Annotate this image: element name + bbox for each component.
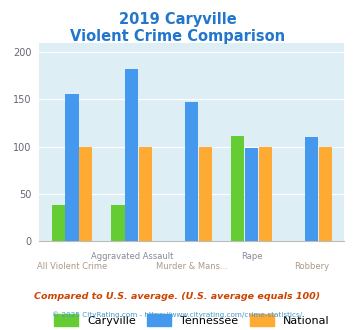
Bar [245, 148, 258, 241]
Bar [111, 205, 125, 241]
Text: Aggravated Assault: Aggravated Assault [91, 252, 173, 261]
Bar [51, 205, 65, 241]
Bar [259, 147, 272, 241]
Text: 2019 Caryville: 2019 Caryville [119, 12, 236, 26]
Bar [125, 69, 138, 241]
Bar [199, 147, 212, 241]
Text: Robbery: Robbery [294, 262, 329, 271]
Text: Murder & Mans...: Murder & Mans... [156, 262, 228, 271]
Bar [79, 147, 92, 241]
Bar [65, 94, 78, 241]
Bar [318, 147, 332, 241]
Legend: Caryville, Tennessee, National: Caryville, Tennessee, National [49, 310, 334, 330]
Bar [139, 147, 152, 241]
Text: Violent Crime Comparison: Violent Crime Comparison [70, 29, 285, 44]
Text: Rape: Rape [241, 252, 262, 261]
Text: Compared to U.S. average. (U.S. average equals 100): Compared to U.S. average. (U.S. average … [34, 292, 321, 301]
Text: All Violent Crime: All Violent Crime [37, 262, 107, 271]
Bar [305, 137, 318, 241]
Text: © 2025 CityRating.com - https://www.cityrating.com/crime-statistics/: © 2025 CityRating.com - https://www.city… [53, 311, 302, 317]
Bar [185, 102, 198, 241]
Bar [231, 136, 244, 241]
